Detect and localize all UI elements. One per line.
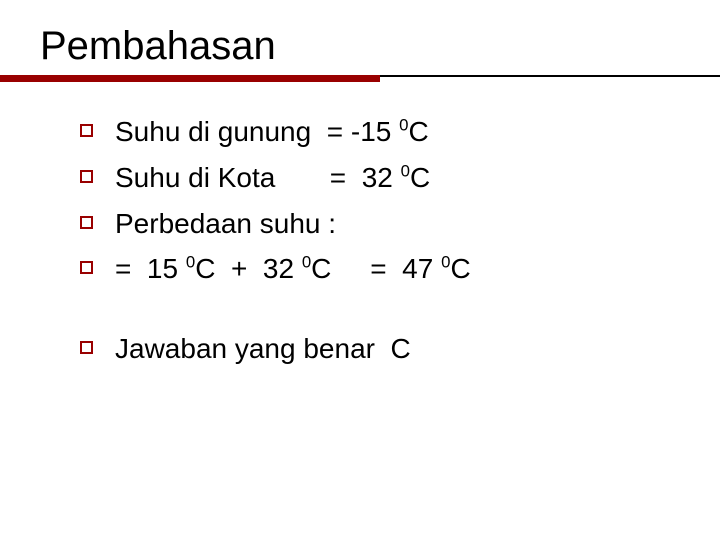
list-item: Suhu di Kota = 32 0C [80, 159, 680, 197]
item-text: Perbedaan suhu : [115, 205, 336, 243]
bullet-icon [80, 341, 93, 354]
list-item: Suhu di gunung = -15 0C [80, 113, 680, 151]
item-text: = 15 0C + 32 0C = 47 0C [115, 250, 471, 288]
bullet-icon [80, 170, 93, 183]
list-item: Perbedaan suhu : [80, 205, 680, 243]
slide-title: Pembahasan [40, 24, 680, 69]
bullet-icon [80, 261, 93, 274]
list-item: = 15 0C + 32 0C = 47 0C [80, 250, 680, 288]
item-text: Suhu di gunung = -15 0C [115, 113, 429, 151]
list-item: Jawaban yang benar C [80, 330, 680, 368]
bullet-icon [80, 124, 93, 137]
bullet-icon [80, 216, 93, 229]
content-area: Suhu di gunung = -15 0C Suhu di Kota = 3… [40, 113, 680, 368]
answer-text: Jawaban yang benar C [115, 330, 411, 368]
item-text: Suhu di Kota = 32 0C [115, 159, 430, 197]
title-underline [40, 75, 680, 85]
